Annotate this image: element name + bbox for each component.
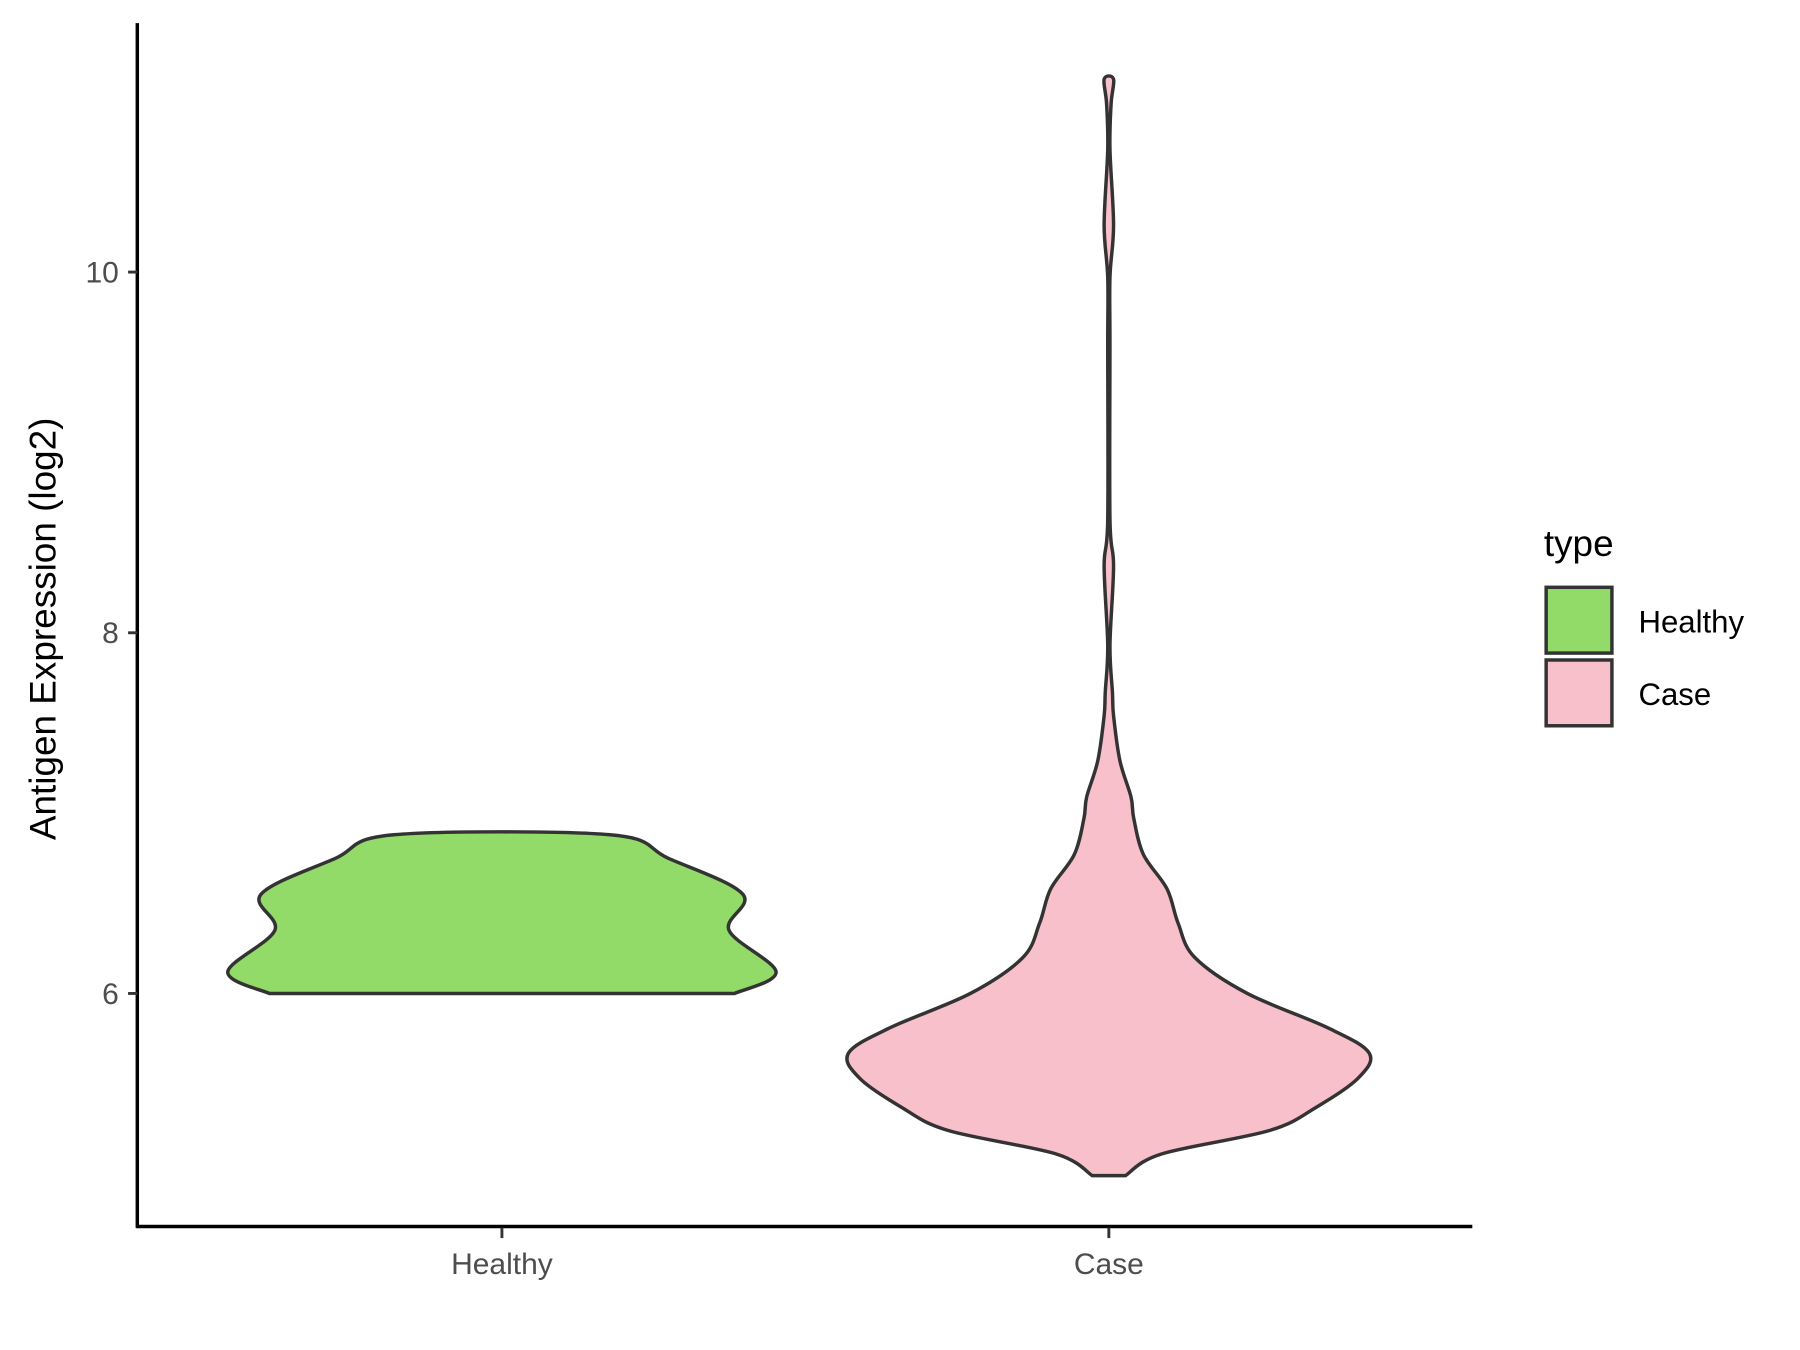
y-tick-label: 8 [102, 617, 119, 650]
legend-key-case [1544, 658, 1614, 728]
legend-title: type [1544, 523, 1614, 564]
legend-label-healthy: Healthy [1638, 604, 1744, 639]
legend: Healthy Case [1544, 585, 1744, 728]
violins [226, 74, 1373, 1178]
legend-label-case: Case [1638, 677, 1711, 712]
x-tick-label-case: Case [1074, 1248, 1144, 1281]
y-ticks: 6 8 10 [85, 256, 138, 1011]
y-axis-label: Antigen Expression (log2) [22, 418, 63, 841]
y-tick-label: 10 [85, 256, 118, 289]
y-tick-label: 6 [102, 978, 119, 1011]
legend-key-healthy [1544, 585, 1614, 655]
x-tick-label-healthy: Healthy [451, 1248, 553, 1281]
violin-case [845, 74, 1373, 1178]
x-ticks: Healthy Case [451, 1227, 1144, 1281]
violin-healthy [226, 830, 778, 996]
